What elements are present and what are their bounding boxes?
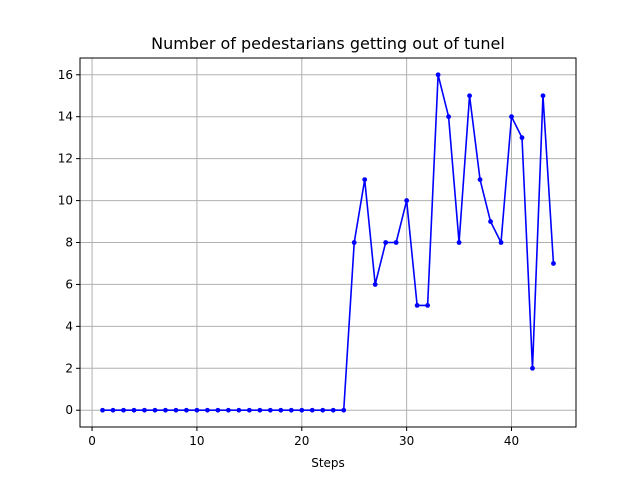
data-point <box>257 407 263 413</box>
data-point <box>456 240 462 245</box>
data-point <box>194 407 200 413</box>
y-tick-label: 14 <box>58 110 73 124</box>
data-point <box>320 407 326 413</box>
data-point <box>100 407 105 413</box>
data-point <box>498 240 504 245</box>
y-tick-label: 0 <box>65 403 73 417</box>
data-point <box>309 407 315 413</box>
y-tick-label: 6 <box>65 277 73 291</box>
data-point <box>467 93 472 99</box>
data-point <box>330 407 336 413</box>
tick-layer: 0 10 20 30 40 0 2 4 6 8 10 12 14 16 <box>58 68 519 448</box>
data-point <box>404 198 410 203</box>
data-point <box>110 407 116 413</box>
data-point <box>121 407 126 413</box>
point-layer <box>100 72 556 413</box>
data-point <box>215 407 221 413</box>
data-point <box>446 114 451 120</box>
data-point <box>530 365 535 371</box>
x-tick-label: 0 <box>88 434 96 448</box>
data-point <box>184 407 189 413</box>
data-point <box>372 282 378 287</box>
data-point <box>131 407 137 413</box>
data-point <box>362 177 368 183</box>
data-point <box>299 407 305 413</box>
data-point <box>288 407 294 413</box>
data-point <box>551 261 556 266</box>
x-tick-label: 20 <box>294 434 309 448</box>
data-point <box>477 177 483 183</box>
data-point <box>383 240 389 245</box>
data-point <box>225 407 231 413</box>
data-point <box>540 93 546 99</box>
y-tick-label: 10 <box>58 194 73 208</box>
data-point <box>488 219 493 224</box>
data-point <box>351 240 357 245</box>
x-tick-label: 40 <box>504 434 519 448</box>
data-point <box>519 135 525 141</box>
data-point <box>393 240 399 245</box>
data-point <box>173 407 179 413</box>
x-axis-label: Steps <box>311 456 345 470</box>
data-point <box>205 407 210 413</box>
data-point <box>163 407 168 413</box>
y-tick-label: 16 <box>58 68 73 82</box>
y-tick-label: 12 <box>58 152 73 166</box>
data-point <box>414 302 420 308</box>
chart-title: Number of pedestarians getting out of tu… <box>151 34 505 53</box>
y-tick-label: 8 <box>65 236 73 250</box>
data-point <box>236 407 242 413</box>
data-point <box>152 407 158 413</box>
x-tick-label: 30 <box>399 434 414 448</box>
data-point <box>435 72 441 78</box>
y-tick-label: 4 <box>65 319 73 333</box>
data-point <box>246 407 252 413</box>
data-point <box>142 407 147 413</box>
x-tick-label: 10 <box>189 434 204 448</box>
data-point <box>341 407 347 413</box>
y-tick-label: 2 <box>65 361 73 375</box>
data-point <box>425 302 431 308</box>
data-point <box>278 407 284 413</box>
data-point <box>509 114 514 120</box>
data-point <box>267 407 273 413</box>
